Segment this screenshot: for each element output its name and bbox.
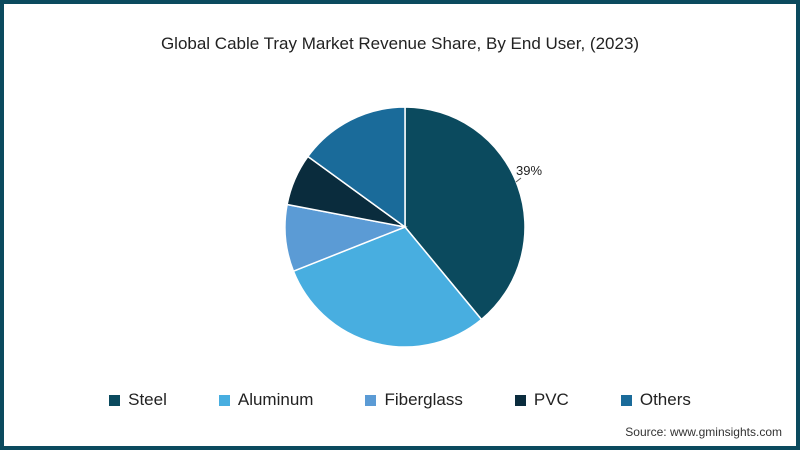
legend-label: Steel <box>128 390 167 409</box>
legend-item-aluminum: Aluminum <box>218 390 314 410</box>
legend-item-pvc: PVC <box>514 390 569 410</box>
legend-item-others: Others <box>620 390 691 410</box>
data-label-steel: 39% <box>516 163 543 178</box>
legend-label: PVC <box>533 390 569 409</box>
legend-label: Aluminum <box>237 390 314 409</box>
source-note: Source: www.gminsights.com <box>625 425 782 439</box>
legend: Steel Aluminum Fiberglass PVC Others <box>0 390 800 410</box>
legend-label: Fiberglass <box>384 390 463 409</box>
legend-label: Others <box>639 390 691 409</box>
legend-swatch-icon <box>109 394 121 406</box>
pie-slice-aluminum <box>292 226 483 348</box>
chart-title: Global Cable Tray Market Revenue Share, … <box>160 34 640 53</box>
legend-swatch-icon <box>514 394 526 406</box>
legend-swatch-icon <box>620 394 632 406</box>
legend-swatch-icon <box>365 394 377 406</box>
legend-item-steel: Steel <box>109 390 167 410</box>
legend-swatch-icon <box>218 394 230 406</box>
pie-slice-steel <box>404 106 526 321</box>
legend-item-fiberglass: Fiberglass <box>365 390 463 410</box>
pie-slice-others <box>306 106 406 229</box>
